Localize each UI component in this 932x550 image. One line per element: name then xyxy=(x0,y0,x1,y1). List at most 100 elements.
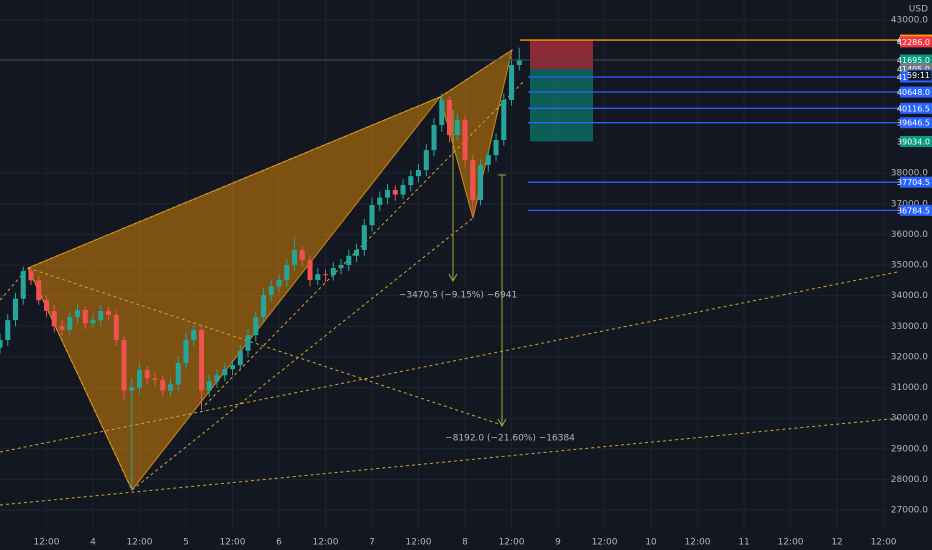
candle-body xyxy=(82,310,88,324)
candle-body xyxy=(361,225,367,250)
price-axis xyxy=(900,0,932,550)
candle-body xyxy=(5,320,11,341)
candle-body xyxy=(175,363,181,385)
candle-body xyxy=(43,300,50,311)
x-tick-label: 12:00 xyxy=(592,538,618,548)
pattern-triangle xyxy=(27,95,442,491)
price-tag-label: 40648.0 xyxy=(897,88,930,97)
candle-body xyxy=(214,375,220,382)
price-tag xyxy=(900,102,932,114)
pattern-leg xyxy=(0,267,29,301)
price-tag-label: 37704.5 xyxy=(897,178,930,187)
x-tick-label: 12 xyxy=(831,538,842,548)
y-tick-label: 43000.0 xyxy=(891,15,928,25)
candle-body xyxy=(253,317,259,336)
trend-line xyxy=(0,264,932,453)
candle-body xyxy=(198,329,205,391)
candle-body xyxy=(423,150,429,171)
candle-body xyxy=(400,185,406,195)
pattern-leg xyxy=(27,267,133,491)
candle-body xyxy=(136,370,143,388)
levels xyxy=(0,39,900,211)
candle-body xyxy=(392,189,398,195)
candle-body xyxy=(439,99,445,126)
candle-body xyxy=(323,274,329,276)
price-tag-label: 42286.0 xyxy=(897,38,930,47)
candle-body xyxy=(28,271,34,281)
price-tag xyxy=(900,135,932,147)
candle-body xyxy=(206,381,212,391)
price-tag-label: 39646.5 xyxy=(897,119,930,128)
candle-body xyxy=(299,249,305,261)
x-tick-label: 9 xyxy=(555,538,561,548)
candle-body xyxy=(229,365,236,370)
candle-body xyxy=(509,65,515,100)
candles xyxy=(0,47,522,491)
y-tick-label: 32000.0 xyxy=(891,352,928,362)
candle-body xyxy=(59,326,65,330)
measure-arrow xyxy=(497,418,507,428)
pattern-leg xyxy=(439,49,513,98)
countdown-tag xyxy=(907,69,932,82)
candle-body xyxy=(501,99,507,141)
x-tick-label: 10 xyxy=(645,538,657,548)
candle-body xyxy=(260,295,267,318)
axes: 43000.0 38000.0 37000.0 36000.0 35000.0 34000… xyxy=(34,15,932,548)
x-tick-label: 12:00 xyxy=(499,538,525,548)
candle-body xyxy=(315,274,321,281)
candle-body xyxy=(129,387,135,391)
candle-body xyxy=(493,140,499,156)
candle-body xyxy=(237,350,243,366)
y-tick-label: 34000.0 xyxy=(891,291,928,301)
candle-body xyxy=(0,340,3,348)
y-tick-label: 30000.0 xyxy=(891,414,928,424)
y-tick-label: 36000.0 xyxy=(891,230,928,240)
candle-body xyxy=(152,378,158,380)
x-tick-label: 12:00 xyxy=(778,538,804,548)
candle-body xyxy=(245,335,251,351)
y-tick-label: 31000.0 xyxy=(891,383,928,393)
candle-body xyxy=(338,265,344,269)
y-tick-label: 38000.0 xyxy=(891,169,928,179)
candle-body xyxy=(478,164,484,201)
candle-body xyxy=(470,159,476,201)
candle-body xyxy=(276,280,282,287)
candle-body xyxy=(346,255,352,266)
candle-body xyxy=(74,310,81,318)
x-tick-label: 5 xyxy=(183,538,189,548)
candle-body xyxy=(36,280,42,301)
candle-body xyxy=(454,120,460,136)
candle-body xyxy=(330,268,336,276)
candle-body xyxy=(377,197,383,205)
candle-body xyxy=(167,384,174,391)
grid xyxy=(0,0,900,530)
y-tick-label: 28000.0 xyxy=(891,475,928,485)
x-tick-label: 12:00 xyxy=(406,538,432,548)
candle-body xyxy=(307,260,313,281)
pattern-leg xyxy=(27,96,441,269)
price-tag-label: 40116.5 xyxy=(897,104,930,113)
x-tick-label: 8 xyxy=(462,538,468,548)
candle-body xyxy=(183,340,189,364)
candle-body xyxy=(222,369,228,376)
candle-body xyxy=(121,340,127,391)
x-tick-label: 12:00 xyxy=(220,538,246,548)
candle-body xyxy=(268,286,274,296)
measure-label: −8192.0 (−21.60%) −16384 xyxy=(445,434,575,444)
x-tick-label: 12:00 xyxy=(34,538,60,548)
price-tag xyxy=(900,86,932,98)
candle-body xyxy=(292,249,298,266)
candle-body xyxy=(90,320,96,324)
price-tag xyxy=(900,36,932,48)
y-tick-label: 29000.0 xyxy=(891,444,928,454)
candle-body xyxy=(51,310,57,327)
price-tag-label: 36784.5 xyxy=(897,206,930,215)
candle-body xyxy=(20,271,26,299)
candle-body xyxy=(516,59,522,66)
measure-arrow xyxy=(448,273,458,283)
candle-body xyxy=(144,370,150,379)
candle-body xyxy=(191,329,197,341)
x-tick-label: 12:00 xyxy=(871,538,897,548)
candle-body xyxy=(98,310,104,321)
